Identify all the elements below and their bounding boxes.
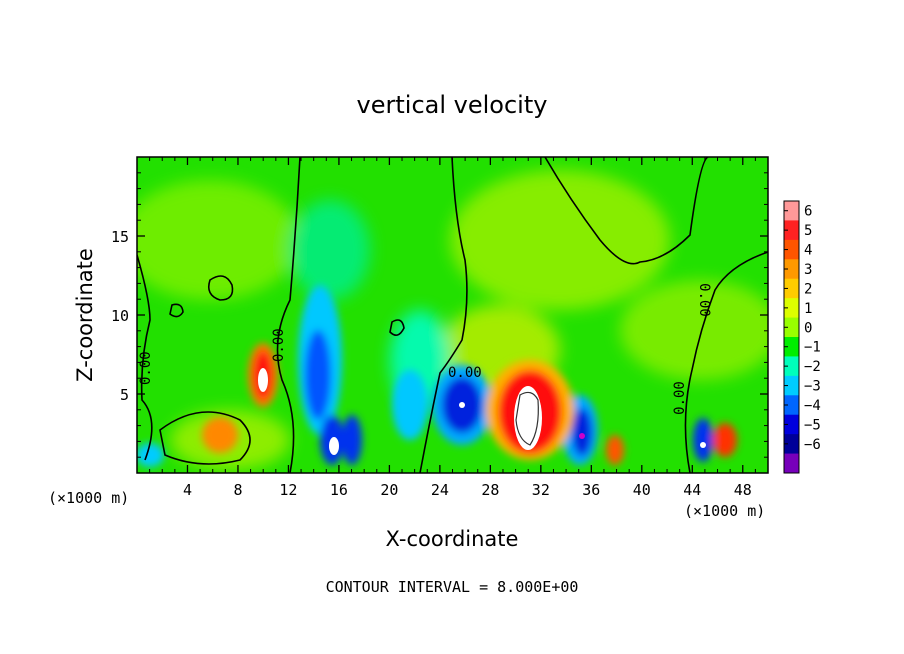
contour-label: 0.00: [696, 283, 712, 317]
x-tick-label: 8: [233, 481, 242, 499]
colorbar-swatch: [784, 395, 799, 416]
x-tick-label: 28: [481, 481, 499, 499]
x-tick-label: 12: [279, 481, 297, 499]
colorbar-swatch: [784, 434, 799, 455]
chart-title: vertical velocity: [357, 91, 548, 119]
heatmap-field: [137, 157, 768, 473]
contour-label: 0.00: [672, 381, 688, 415]
colorbar-label: 5: [804, 223, 812, 239]
colorbar-frame: [783, 200, 800, 474]
x-tick-label: 32: [532, 481, 550, 499]
y-axis-label: Z-coordinate: [73, 248, 97, 382]
x-tick-label: 40: [633, 481, 651, 499]
colorbar-label: 6: [804, 204, 812, 220]
x-tick-label: 24: [431, 481, 449, 499]
colorbar-label: −1: [804, 340, 821, 356]
contour-label: 0.00: [138, 351, 154, 385]
colorbar-swatch: [784, 317, 799, 338]
x-axis-label: X-coordinate: [386, 527, 519, 551]
y-tick-label: 15: [111, 228, 129, 246]
y-axis: 5 10 15: [111, 172, 768, 458]
colorbar-swatch: [784, 201, 799, 221]
colorbar-swatch: [784, 278, 799, 299]
colorbar: 6 5 4 3 2 1 0 −1 −2 −3 −4 −5 −6: [783, 200, 821, 474]
x-unit-left: (×1000 m): [48, 489, 129, 507]
x-tick-label: 4: [183, 481, 192, 499]
y-tick-label: 5: [120, 386, 129, 404]
contour-label: 0.00: [448, 365, 482, 381]
colorbar-swatch: [784, 375, 799, 396]
x-tick-label: 20: [380, 481, 398, 499]
contour-interval-note: CONTOUR INTERVAL = 8.000E+00: [326, 578, 579, 596]
x-tick-label: 44: [683, 481, 701, 499]
colorbar-label: −4: [804, 398, 821, 414]
colorbar-swatch: [784, 356, 799, 377]
colorbar-label: −5: [804, 417, 821, 433]
colorbar-label: 0: [804, 320, 812, 336]
x-tick-label: 36: [582, 481, 600, 499]
x-unit-right: (×1000 m): [684, 502, 765, 520]
colorbar-label: 3: [804, 262, 812, 278]
colorbar-label: −3: [804, 379, 821, 395]
colorbar-swatch: [784, 414, 799, 435]
y-tick-label: 10: [111, 307, 129, 325]
colorbar-swatch: [784, 239, 799, 260]
colorbar-swatch: [784, 453, 799, 474]
colorbar-label: 1: [804, 301, 812, 317]
colorbar-label: 2: [804, 281, 812, 297]
colorbar-swatch: [784, 337, 799, 357]
colorbar-swatch: [784, 298, 799, 319]
colorbar-label: −2: [804, 359, 821, 375]
x-tick-label: 48: [734, 481, 752, 499]
colorbar-label: −6: [804, 437, 821, 453]
x-tick-label: 16: [330, 481, 348, 499]
x-axis: 4 8 12 16 20 24 28 32 36 40 44 48: [149, 157, 756, 499]
colorbar-swatch: [784, 259, 799, 280]
colorbar-swatch: [784, 220, 799, 241]
colorbar-label: 4: [804, 243, 812, 259]
contour-label: 0.00: [271, 328, 287, 362]
